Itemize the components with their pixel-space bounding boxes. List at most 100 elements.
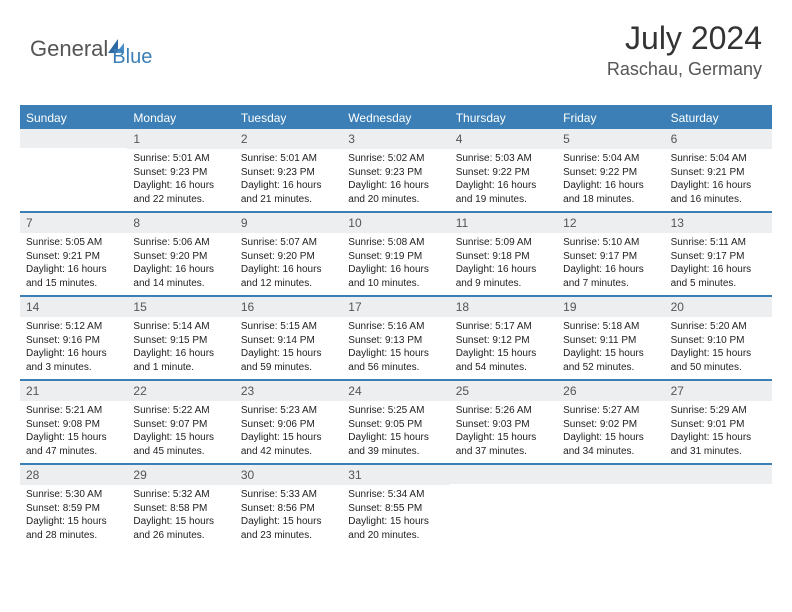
sunrise-text: Sunrise: 5:08 AM bbox=[348, 236, 443, 250]
header-right: July 2024 Raschau, Germany bbox=[607, 20, 762, 80]
day-number: 22 bbox=[127, 381, 234, 401]
daylight-text: Daylight: 16 hours and 10 minutes. bbox=[348, 263, 443, 290]
day-number: 11 bbox=[450, 213, 557, 233]
day-body: Sunrise: 5:17 AMSunset: 9:12 PMDaylight:… bbox=[450, 317, 557, 378]
sunset-text: Sunset: 9:19 PM bbox=[348, 250, 443, 264]
day-body: Sunrise: 5:01 AMSunset: 9:23 PMDaylight:… bbox=[127, 149, 234, 210]
day-cell: 17Sunrise: 5:16 AMSunset: 9:13 PMDayligh… bbox=[342, 297, 449, 379]
day-number: 10 bbox=[342, 213, 449, 233]
day-number: 17 bbox=[342, 297, 449, 317]
day-cell: 23Sunrise: 5:23 AMSunset: 9:06 PMDayligh… bbox=[235, 381, 342, 463]
day-body: Sunrise: 5:26 AMSunset: 9:03 PMDaylight:… bbox=[450, 401, 557, 462]
sunrise-text: Sunrise: 5:04 AM bbox=[563, 152, 658, 166]
sunrise-text: Sunrise: 5:01 AM bbox=[241, 152, 336, 166]
sunset-text: Sunset: 9:23 PM bbox=[241, 166, 336, 180]
day-number bbox=[20, 129, 127, 148]
sunrise-text: Sunrise: 5:25 AM bbox=[348, 404, 443, 418]
day-cell bbox=[20, 129, 127, 211]
day-cell: 26Sunrise: 5:27 AMSunset: 9:02 PMDayligh… bbox=[557, 381, 664, 463]
sunrise-text: Sunrise: 5:09 AM bbox=[456, 236, 551, 250]
day-body: Sunrise: 5:22 AMSunset: 9:07 PMDaylight:… bbox=[127, 401, 234, 462]
day-body: Sunrise: 5:34 AMSunset: 8:55 PMDaylight:… bbox=[342, 485, 449, 546]
sunset-text: Sunset: 9:15 PM bbox=[133, 334, 228, 348]
day-cell: 10Sunrise: 5:08 AMSunset: 9:19 PMDayligh… bbox=[342, 213, 449, 295]
day-number: 20 bbox=[665, 297, 772, 317]
daylight-text: Daylight: 16 hours and 15 minutes. bbox=[26, 263, 121, 290]
day-cell bbox=[450, 465, 557, 547]
day-number bbox=[557, 465, 664, 484]
sunset-text: Sunset: 9:02 PM bbox=[563, 418, 658, 432]
daylight-text: Daylight: 16 hours and 9 minutes. bbox=[456, 263, 551, 290]
day-cell: 5Sunrise: 5:04 AMSunset: 9:22 PMDaylight… bbox=[557, 129, 664, 211]
day-cell: 15Sunrise: 5:14 AMSunset: 9:15 PMDayligh… bbox=[127, 297, 234, 379]
day-header-sunday: Sunday bbox=[20, 107, 127, 129]
day-number: 19 bbox=[557, 297, 664, 317]
day-body: Sunrise: 5:04 AMSunset: 9:21 PMDaylight:… bbox=[665, 149, 772, 210]
daylight-text: Daylight: 16 hours and 20 minutes. bbox=[348, 179, 443, 206]
logo-text-general: General bbox=[30, 36, 108, 62]
daylight-text: Daylight: 15 hours and 59 minutes. bbox=[241, 347, 336, 374]
day-body: Sunrise: 5:04 AMSunset: 9:22 PMDaylight:… bbox=[557, 149, 664, 210]
day-cell: 22Sunrise: 5:22 AMSunset: 9:07 PMDayligh… bbox=[127, 381, 234, 463]
day-number: 26 bbox=[557, 381, 664, 401]
day-body: Sunrise: 5:07 AMSunset: 9:20 PMDaylight:… bbox=[235, 233, 342, 294]
daylight-text: Daylight: 16 hours and 5 minutes. bbox=[671, 263, 766, 290]
day-cell: 19Sunrise: 5:18 AMSunset: 9:11 PMDayligh… bbox=[557, 297, 664, 379]
day-number: 29 bbox=[127, 465, 234, 485]
day-headers-row: Sunday Monday Tuesday Wednesday Thursday… bbox=[20, 107, 772, 129]
calendar: Sunday Monday Tuesday Wednesday Thursday… bbox=[20, 105, 772, 547]
sunset-text: Sunset: 8:59 PM bbox=[26, 502, 121, 516]
daylight-text: Daylight: 16 hours and 14 minutes. bbox=[133, 263, 228, 290]
day-header-wednesday: Wednesday bbox=[342, 107, 449, 129]
logo: General Blue bbox=[30, 28, 152, 69]
calendar-week: 1Sunrise: 5:01 AMSunset: 9:23 PMDaylight… bbox=[20, 129, 772, 211]
sunset-text: Sunset: 9:10 PM bbox=[671, 334, 766, 348]
day-cell: 7Sunrise: 5:05 AMSunset: 9:21 PMDaylight… bbox=[20, 213, 127, 295]
sunset-text: Sunset: 9:03 PM bbox=[456, 418, 551, 432]
day-number: 3 bbox=[342, 129, 449, 149]
day-cell: 8Sunrise: 5:06 AMSunset: 9:20 PMDaylight… bbox=[127, 213, 234, 295]
day-cell: 27Sunrise: 5:29 AMSunset: 9:01 PMDayligh… bbox=[665, 381, 772, 463]
day-cell: 21Sunrise: 5:21 AMSunset: 9:08 PMDayligh… bbox=[20, 381, 127, 463]
daylight-text: Daylight: 16 hours and 18 minutes. bbox=[563, 179, 658, 206]
daylight-text: Daylight: 15 hours and 42 minutes. bbox=[241, 431, 336, 458]
day-header-monday: Monday bbox=[127, 107, 234, 129]
day-number: 18 bbox=[450, 297, 557, 317]
sunrise-text: Sunrise: 5:07 AM bbox=[241, 236, 336, 250]
daylight-text: Daylight: 16 hours and 12 minutes. bbox=[241, 263, 336, 290]
day-number: 1 bbox=[127, 129, 234, 149]
daylight-text: Daylight: 15 hours and 20 minutes. bbox=[348, 515, 443, 542]
daylight-text: Daylight: 15 hours and 28 minutes. bbox=[26, 515, 121, 542]
day-cell bbox=[557, 465, 664, 547]
day-body: Sunrise: 5:03 AMSunset: 9:22 PMDaylight:… bbox=[450, 149, 557, 210]
day-body: Sunrise: 5:08 AMSunset: 9:19 PMDaylight:… bbox=[342, 233, 449, 294]
daylight-text: Daylight: 15 hours and 54 minutes. bbox=[456, 347, 551, 374]
sunrise-text: Sunrise: 5:21 AM bbox=[26, 404, 121, 418]
day-number: 13 bbox=[665, 213, 772, 233]
sunrise-text: Sunrise: 5:14 AM bbox=[133, 320, 228, 334]
daylight-text: Daylight: 15 hours and 56 minutes. bbox=[348, 347, 443, 374]
sunrise-text: Sunrise: 5:15 AM bbox=[241, 320, 336, 334]
daylight-text: Daylight: 15 hours and 31 minutes. bbox=[671, 431, 766, 458]
day-cell: 20Sunrise: 5:20 AMSunset: 9:10 PMDayligh… bbox=[665, 297, 772, 379]
sunset-text: Sunset: 9:20 PM bbox=[133, 250, 228, 264]
sunset-text: Sunset: 9:22 PM bbox=[563, 166, 658, 180]
sunset-text: Sunset: 9:21 PM bbox=[671, 166, 766, 180]
day-number: 30 bbox=[235, 465, 342, 485]
day-number: 31 bbox=[342, 465, 449, 485]
day-number: 6 bbox=[665, 129, 772, 149]
day-number: 15 bbox=[127, 297, 234, 317]
sunset-text: Sunset: 9:05 PM bbox=[348, 418, 443, 432]
day-body: Sunrise: 5:20 AMSunset: 9:10 PMDaylight:… bbox=[665, 317, 772, 378]
day-cell: 24Sunrise: 5:25 AMSunset: 9:05 PMDayligh… bbox=[342, 381, 449, 463]
day-header-thursday: Thursday bbox=[450, 107, 557, 129]
sunrise-text: Sunrise: 5:03 AM bbox=[456, 152, 551, 166]
daylight-text: Daylight: 16 hours and 7 minutes. bbox=[563, 263, 658, 290]
day-cell: 31Sunrise: 5:34 AMSunset: 8:55 PMDayligh… bbox=[342, 465, 449, 547]
day-number: 2 bbox=[235, 129, 342, 149]
sunrise-text: Sunrise: 5:18 AM bbox=[563, 320, 658, 334]
day-body: Sunrise: 5:29 AMSunset: 9:01 PMDaylight:… bbox=[665, 401, 772, 462]
sunset-text: Sunset: 9:14 PM bbox=[241, 334, 336, 348]
day-cell: 18Sunrise: 5:17 AMSunset: 9:12 PMDayligh… bbox=[450, 297, 557, 379]
sunset-text: Sunset: 9:23 PM bbox=[348, 166, 443, 180]
